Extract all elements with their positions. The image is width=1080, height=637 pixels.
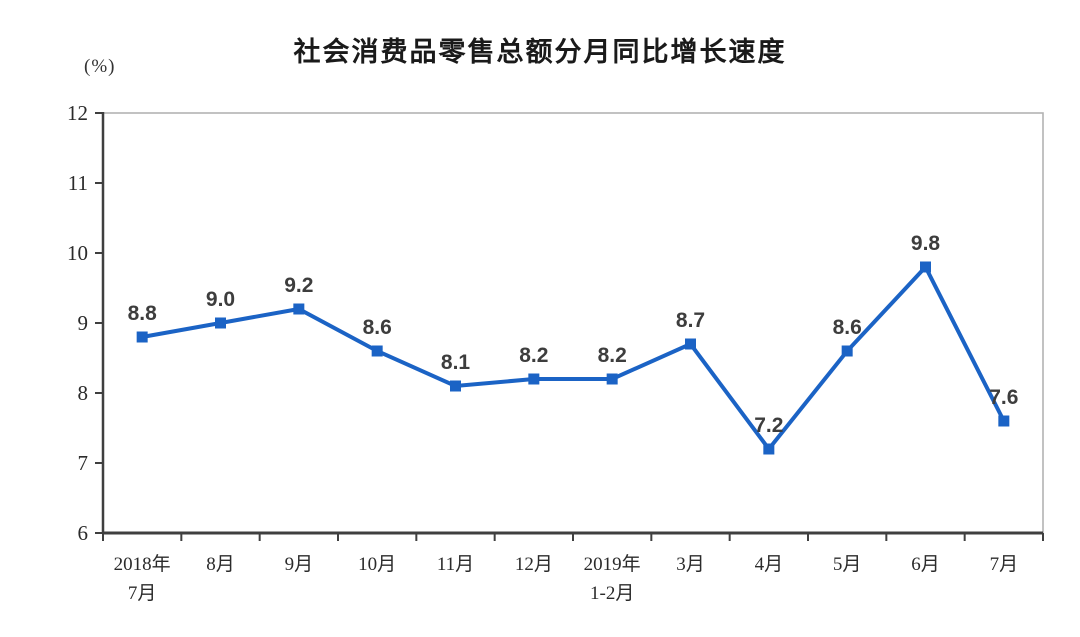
data-point-marker [763,443,775,455]
data-point-label: 7.6 [989,386,1018,409]
data-point-label: 8.8 [128,302,158,325]
data-point-marker [606,373,618,385]
data-point-label: 9.0 [206,288,235,311]
x-axis-category-label: 6月 [911,554,940,575]
plot-area-border [102,112,1044,534]
x-axis-category-label: 7月 [128,583,157,604]
data-point-marker [450,380,461,392]
x-axis-category-label: 7月 [990,554,1019,575]
y-axis-unit-label: (%) [84,56,116,77]
data-point-marker [920,261,931,273]
data-point-label: 7.2 [754,414,783,437]
y-axis-tick-label: 11 [68,171,88,195]
y-axis-tick-label: 10 [67,241,88,265]
data-point-label: 9.8 [911,232,941,255]
x-axis-category-label: 9月 [285,554,314,575]
data-point-marker [685,338,696,350]
y-axis-tick-label: 6 [78,521,89,545]
y-axis-tick-label: 7 [78,451,89,475]
data-point-marker [841,345,853,357]
x-axis-category-label: 8月 [206,554,235,575]
x-axis-category-label: 5月 [833,554,862,575]
x-axis-category-label: 10月 [358,554,396,575]
x-axis-category-label: 2018年 [114,553,171,575]
data-point-label: 8.1 [441,351,471,374]
y-axis-tick-label: 8 [78,381,89,405]
data-point-label: 8.2 [598,344,627,367]
x-axis-category-label: 2019年 [584,553,641,575]
x-axis-category-label: 11月 [437,554,474,575]
data-point-label: 8.2 [519,344,548,367]
data-point-marker [293,303,305,315]
y-axis-tick-label: 9 [78,311,89,335]
series-line [141,263,1006,453]
data-point-marker [528,373,540,385]
data-point-label: 9.2 [284,274,313,297]
data-point-label: 8.6 [833,316,862,339]
data-point-marker [998,415,1010,427]
data-point-label: 8.6 [363,316,392,339]
x-axis-category-label: 12月 [515,554,553,575]
data-point-label: 8.7 [676,309,705,332]
chart-title: 社会消费品零售总额分月同比增长速度 [293,37,787,67]
x-axis-category-label: 1-2月 [590,583,634,604]
data-point-marker [215,317,226,329]
y-axis-tick-label: 12 [67,101,88,125]
data-point-marker [136,331,148,343]
data-point-marker [371,345,383,357]
x-axis-category-label: 4月 [755,554,784,575]
x-axis-category-label: 3月 [676,554,705,575]
